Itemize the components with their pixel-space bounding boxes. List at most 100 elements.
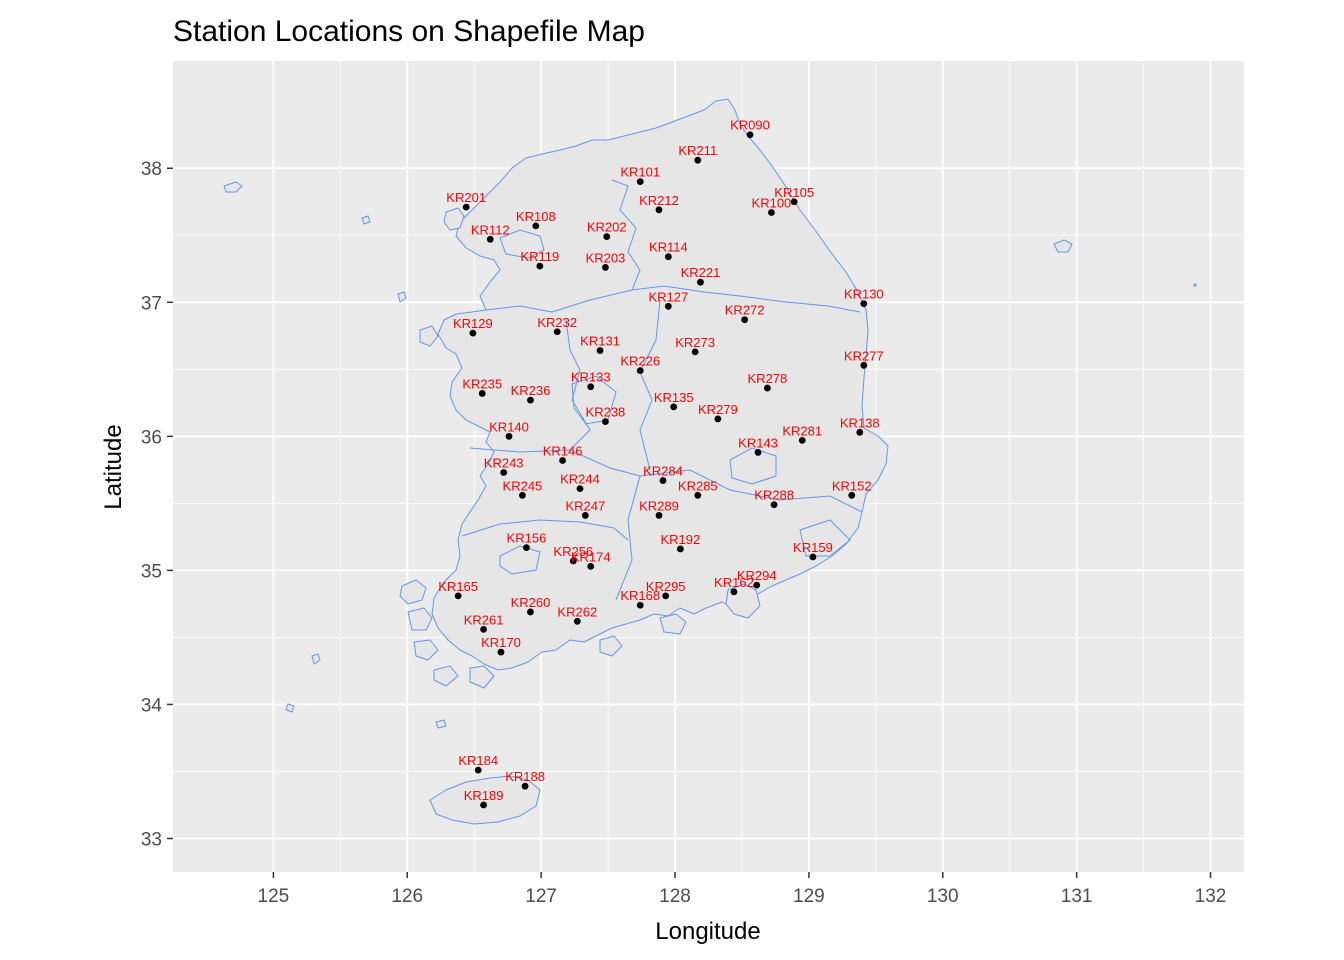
station-point-kr289: [655, 512, 663, 519]
island-chuja: [435, 719, 447, 729]
station-label-kr131: KR131: [580, 334, 620, 349]
station-point-kr245: [519, 491, 526, 499]
station-label-kr277: KR277: [844, 348, 884, 363]
station-label-kr261: KR261: [464, 612, 504, 627]
x-tick-label: 128: [659, 886, 691, 907]
station-point-kr152: [848, 491, 856, 499]
station-point-kr281: [798, 436, 806, 444]
station-label-kr247: KR247: [565, 498, 605, 513]
station-point-kr100: [768, 209, 775, 216]
station-point-kr260: [527, 608, 534, 616]
station-point-kr262: [573, 617, 581, 625]
station-labels-layer: KR090 KR211 KR101 KR105 KR201 KR212 KR100 KR108…: [438, 118, 883, 803]
station-label-kr262: KR262: [557, 604, 597, 619]
station-point-kr108: [532, 222, 540, 230]
station-label-kr288: KR288: [754, 488, 794, 503]
island-wando: [469, 665, 495, 689]
station-point-kr235: [478, 390, 486, 397]
station-label-kr295: KR295: [646, 579, 686, 594]
station-point-kr170: [497, 648, 505, 656]
y-tick-label: 33: [141, 829, 162, 850]
station-label-kr112: KR112: [471, 222, 510, 237]
y-tick-label: 34: [141, 695, 163, 716]
station-label-kr129: KR129: [453, 316, 493, 331]
station-point-kr226: [636, 367, 644, 375]
station-point-kr211: [694, 156, 702, 164]
station-point-kr129: [469, 329, 477, 337]
island-yeonpyeong: [361, 215, 371, 225]
station-label-kr119: KR119: [520, 249, 559, 264]
station-label-kr133: KR133: [571, 370, 611, 385]
island-baengnyeong: [223, 181, 243, 193]
station-point-kr114: [664, 253, 672, 261]
station-label-kr168: KR168: [620, 588, 660, 603]
province-boundaries: [461, 179, 863, 601]
station-point-kr168: [636, 601, 644, 609]
station-label-kr127: KR127: [648, 289, 688, 304]
station-point-kr279: [714, 415, 722, 423]
x-tick-label: 126: [391, 886, 423, 907]
station-point-kr272: [741, 316, 749, 324]
boundary-gwangju: [499, 545, 541, 575]
boundary-busan-ulsan: [799, 519, 851, 557]
boundary-chungnam-chungbuk: [565, 319, 591, 451]
station-point-kr162: [730, 588, 738, 596]
station-label-kr189: KR189: [464, 788, 504, 803]
station-label-kr289: KR289: [639, 498, 679, 513]
station-label-kr135: KR135: [654, 390, 694, 405]
boundary-jeolla-south: [461, 519, 629, 541]
island-gageo: [285, 703, 295, 713]
station-label-kr244: KR244: [560, 472, 600, 487]
station-label-kr212: KR212: [639, 193, 679, 208]
station-label-kr090: KR090: [730, 118, 770, 133]
station-label-kr114: KR114: [649, 240, 688, 255]
island-heuksan: [311, 653, 321, 665]
station-point-kr135: [670, 403, 678, 411]
station-label-kr184: KR184: [458, 753, 498, 768]
station-point-kr189: [480, 801, 487, 809]
boundary-daegu: [729, 447, 777, 485]
station-point-kr133: [587, 383, 595, 391]
island-dokdo: [1193, 283, 1197, 287]
boundary-gyeonggi-chungcheong: [485, 289, 633, 313]
station-label-kr245: KR245: [503, 478, 543, 493]
station-point-kr146: [559, 457, 566, 464]
y-axis-ticks: 33 34 35 36 37 38: [141, 159, 173, 850]
x-axis-ticks: 125 126 127 128 129 130 131 132: [258, 872, 1226, 907]
station-label-kr174: KR174: [571, 549, 611, 564]
boundary-gyeongbuk-gyeongnam: [639, 469, 863, 513]
island-yeosu: [599, 635, 623, 657]
station-point-kr278: [764, 384, 771, 392]
station-label-kr138: KR138: [840, 415, 880, 430]
station-point-kr119: [536, 262, 544, 270]
station-point-kr288: [770, 501, 778, 509]
x-tick-label: 130: [927, 886, 959, 907]
boundary-gyeong-split: [615, 475, 641, 601]
station-label-kr232: KR232: [537, 315, 577, 330]
station-point-kr188: [521, 782, 529, 790]
island-ulleung: [1053, 239, 1073, 253]
station-point-kr130: [860, 300, 868, 308]
island-namhae: [659, 613, 687, 635]
island-ganghwa: [443, 207, 465, 231]
island-jeju: [429, 775, 541, 825]
station-point-kr295: [662, 592, 670, 600]
station-point-kr184: [474, 766, 482, 774]
boundary-seoul: [499, 229, 545, 259]
station-point-kr203: [602, 264, 609, 271]
station-label-kr101: KR101: [620, 165, 660, 180]
station-point-kr165: [454, 592, 462, 600]
station-point-kr127: [664, 302, 672, 310]
station-point-kr238: [602, 418, 609, 425]
station-label-kr146: KR146: [543, 443, 583, 458]
station-label-kr159: KR159: [793, 540, 833, 555]
station-point-kr284: [659, 477, 667, 484]
station-point-kr273: [691, 348, 699, 356]
y-tick-label: 36: [141, 427, 162, 448]
station-point-kr112: [486, 235, 494, 243]
station-point-kr192: [676, 545, 684, 553]
station-point-kr261: [480, 625, 487, 633]
station-point-kr294: [753, 581, 761, 589]
station-label-kr100: KR100: [752, 195, 792, 210]
